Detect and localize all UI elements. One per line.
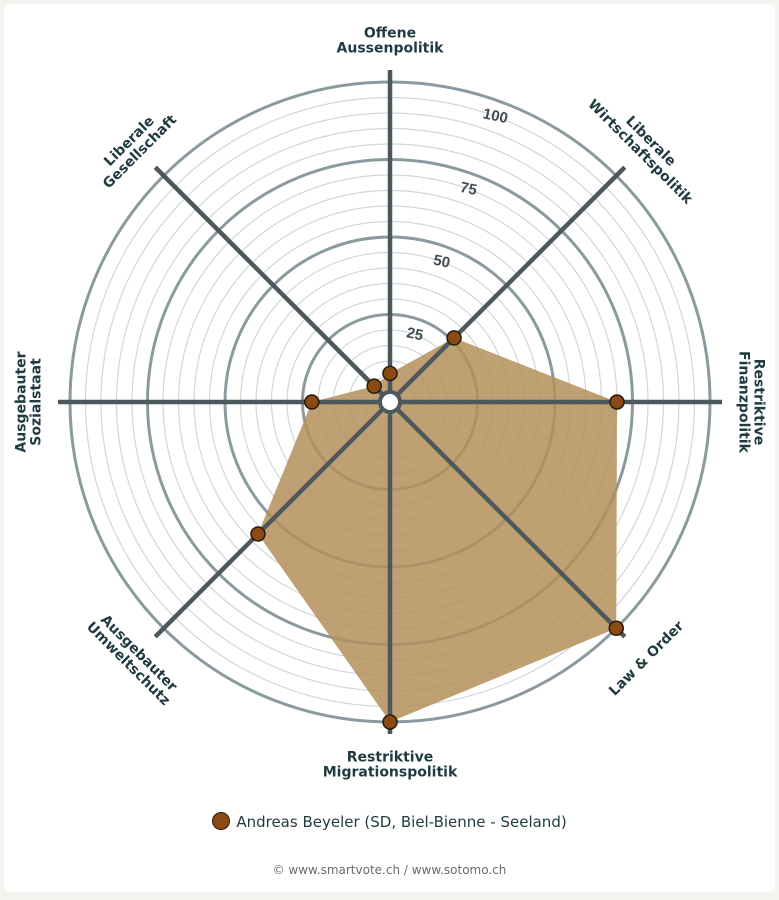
data-point xyxy=(446,330,462,346)
data-point xyxy=(250,526,266,542)
footer-credit: © www.smartvote.ch / www.sotomo.ch xyxy=(272,863,507,877)
axis-label: AusgebauterSozialstaat xyxy=(14,351,45,452)
axis-label: RestriktiveFinanzpolitik xyxy=(736,351,767,454)
legend: Andreas Beyeler (SD, Biel-Bienne - Seela… xyxy=(0,812,779,831)
axis-label-line: Restriktive xyxy=(347,750,433,766)
axis-label-line: Offene xyxy=(364,26,416,42)
data-point xyxy=(366,378,382,394)
axis-label-line: Ausgebauter xyxy=(14,351,30,452)
axis-spoke xyxy=(395,407,627,639)
series-polygon-0 xyxy=(257,337,617,722)
axis-label-line: Migrationspolitik xyxy=(323,765,458,781)
legend-label: Andreas Beyeler (SD, Biel-Bienne - Seela… xyxy=(236,813,567,831)
series-points xyxy=(250,330,625,730)
axis-label-line: Finanzpolitik xyxy=(736,351,752,454)
data-point xyxy=(609,394,625,410)
series-area xyxy=(257,337,617,722)
axis-spoke xyxy=(153,407,385,639)
axis-label-line: Restriktive xyxy=(751,359,767,445)
axis-label: Offene Aussenpolitik xyxy=(337,26,445,57)
axis-spokes xyxy=(58,70,722,734)
data-point xyxy=(382,365,398,382)
axis-label-group: Offene Aussenpolitik xyxy=(337,26,445,57)
legend-swatch xyxy=(212,812,231,830)
axis-label-line: Sozialstaat xyxy=(29,358,45,446)
axis-spoke xyxy=(153,165,385,397)
axis-spoke xyxy=(395,165,627,397)
tick-label: 50 xyxy=(432,252,452,272)
tick-label: 100 xyxy=(481,105,509,127)
axis-label-group: AusgebauterSozialstaat xyxy=(14,351,45,452)
tick-label: 75 xyxy=(459,179,479,199)
data-point xyxy=(382,714,398,730)
radar-hub xyxy=(378,390,402,414)
data-point xyxy=(304,394,320,410)
axis-label-line: Aussenpolitik xyxy=(337,41,445,57)
axis-label: Restriktive Migrationspolitik xyxy=(323,750,458,781)
data-point xyxy=(608,620,625,637)
axis-label-group: RestriktiveFinanzpolitik xyxy=(736,351,767,454)
axis-label-group: Restriktive Migrationspolitik xyxy=(323,750,458,781)
tick-labels: 25 50 75 100 xyxy=(405,105,509,344)
tick-label: 25 xyxy=(405,324,425,344)
